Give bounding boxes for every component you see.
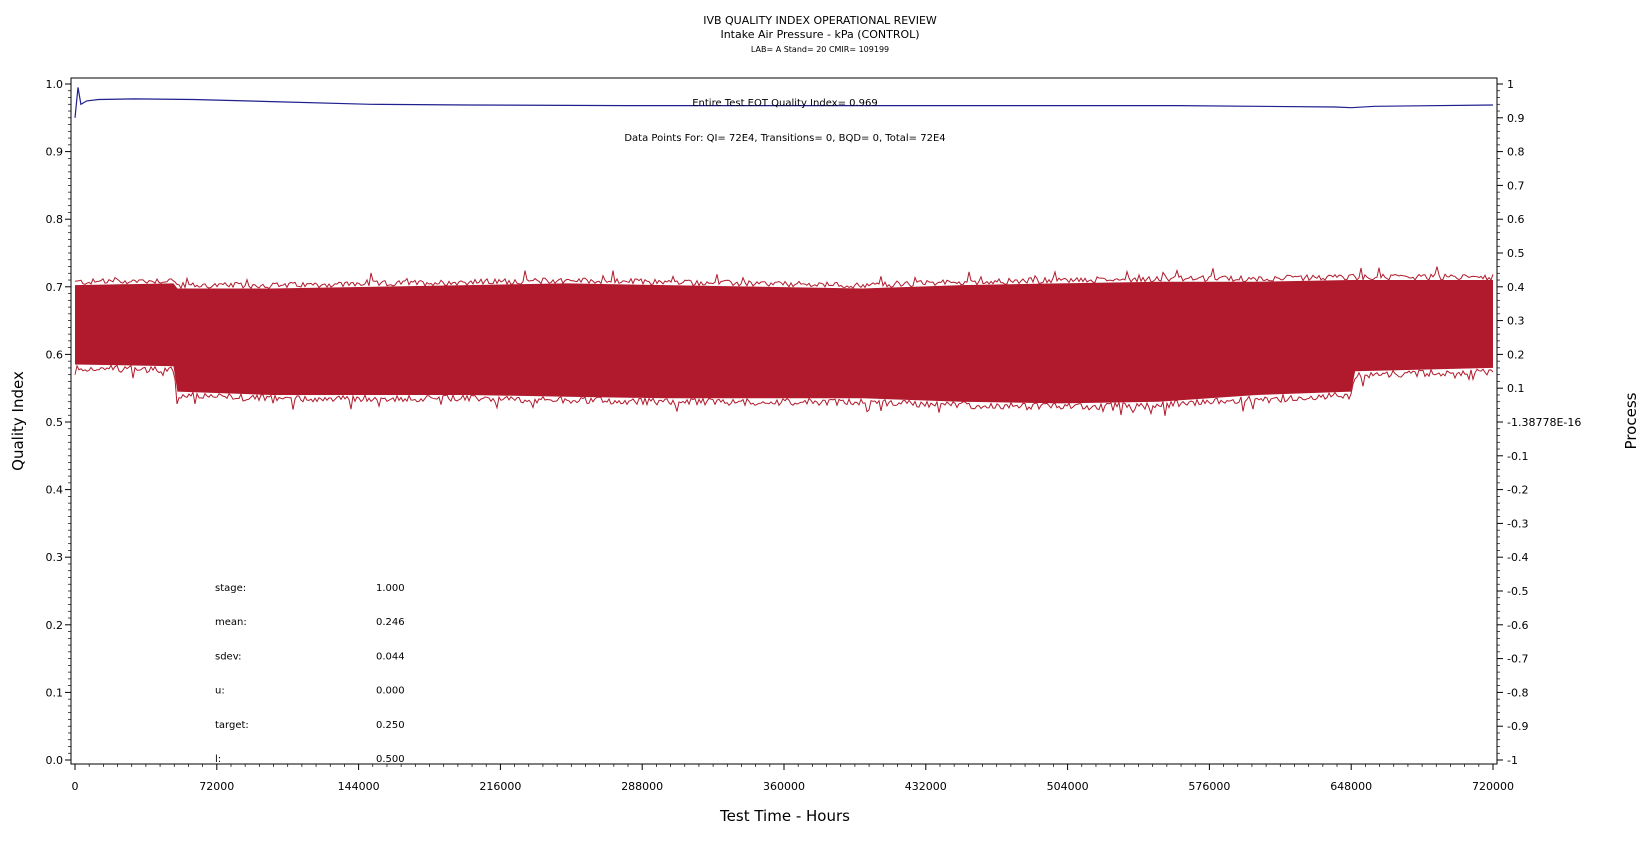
y2-tick-label: 0.4 xyxy=(1507,281,1525,294)
y2-tick-label: -0.2 xyxy=(1507,484,1528,497)
y2-tick-label: -0.7 xyxy=(1507,653,1528,666)
y2-tick-label: 1 xyxy=(1507,78,1514,91)
plot-area xyxy=(74,87,1494,416)
stat-label: u: xyxy=(215,686,225,697)
y2-tick-label: 0.6 xyxy=(1507,213,1525,226)
stat-label: mean: xyxy=(215,617,247,628)
y2-tick-label: 0.3 xyxy=(1507,315,1525,328)
x-tick-label: 360000 xyxy=(763,780,805,793)
x-tick-label: 720000 xyxy=(1472,780,1514,793)
x-tick-label: 216000 xyxy=(479,780,521,793)
chart-title: IVB QUALITY INDEX OPERATIONAL REVIEW xyxy=(703,14,937,27)
y2-tick-label: 0.5 xyxy=(1507,247,1525,260)
y2-tick-label: -1.38778E-16 xyxy=(1507,416,1581,429)
process-band xyxy=(75,280,1493,404)
plot-frame xyxy=(70,77,1498,765)
y-tick-label: 0.6 xyxy=(46,348,64,361)
stat-value: 0.000 xyxy=(376,686,405,697)
x-tick-label: 0 xyxy=(72,780,79,793)
x-axis-label: Test Time - Hours xyxy=(719,807,850,825)
y2-tick-label: -0.5 xyxy=(1507,585,1528,598)
y2-tick-label: 0.2 xyxy=(1507,348,1525,361)
y2-tick-label: -0.1 xyxy=(1507,450,1528,463)
left-axis: 0.0 0.1 0.2 0.3 0.4 0.5 0.6 0.7 0.8 0.9 1.0 xyxy=(46,78,71,767)
y2-tick-label: -0.3 xyxy=(1507,517,1528,530)
y2-tick-label: 0.9 xyxy=(1507,112,1525,125)
y-tick-label: 0.8 xyxy=(46,213,64,226)
stat-value: 0.246 xyxy=(376,617,405,628)
process-lower-edge xyxy=(74,364,1494,416)
y-tick-label: 0.1 xyxy=(46,686,64,699)
x-tick-label: 648000 xyxy=(1330,780,1372,793)
y2-tick-label: -0.8 xyxy=(1507,686,1528,699)
stat-label: stage: xyxy=(215,583,246,594)
process-upper-edge xyxy=(74,266,1494,290)
y-tick-label: 0.9 xyxy=(46,146,64,159)
y2-tick-label: 0.7 xyxy=(1507,179,1525,192)
y-tick-label: 0.7 xyxy=(46,281,64,294)
y2-tick-label: 0.1 xyxy=(1507,382,1525,395)
right-axis: -1 -0.9 -0.8 -0.7 -0.6 -0.5 -0.4 -0.3 -0.2 -0.1 -1… xyxy=(1497,78,1581,767)
y2-tick-label: 0.8 xyxy=(1507,146,1525,159)
data-points-annotation: Data Points For: QI= 72E4, Transitions= … xyxy=(624,133,945,144)
stat-value: 0.044 xyxy=(376,651,405,662)
y-tick-label: 0.5 xyxy=(46,416,64,429)
y2-tick-label: -1 xyxy=(1507,754,1518,767)
stat-label: l: xyxy=(215,754,221,765)
chart-subtitle: Intake Air Pressure - kPa (CONTROL) xyxy=(720,28,919,41)
x-tick-label: 576000 xyxy=(1188,780,1230,793)
y2-axis-label: Process xyxy=(1622,392,1640,449)
chart-info: LAB= A Stand= 20 CMIR= 109199 xyxy=(751,45,889,54)
eot-annotation: Entire Test EOT Quality Index= 0.969 xyxy=(692,98,878,109)
x-tick-label: 432000 xyxy=(905,780,947,793)
y-tick-label: 0.4 xyxy=(46,484,64,497)
stat-value: 1.000 xyxy=(376,583,405,594)
quality-index-line xyxy=(74,87,1494,118)
y-tick-label: 1.0 xyxy=(46,78,64,91)
stats-block: stage: 1.000 mean: 0.246 sdev: 0.044 u: 0.000 ta… xyxy=(215,583,405,765)
y-tick-label: 0.3 xyxy=(46,551,64,564)
y-tick-label: 0.0 xyxy=(46,754,64,767)
y2-tick-label: -0.9 xyxy=(1507,720,1528,733)
x-tick-label: 72000 xyxy=(199,780,234,793)
stat-label: target: xyxy=(215,720,249,731)
x-tick-label: 288000 xyxy=(621,780,663,793)
y-axis-label: Quality Index xyxy=(9,371,27,471)
y-tick-label: 0.2 xyxy=(46,619,64,632)
y2-tick-label: -0.4 xyxy=(1507,551,1528,564)
y2-tick-label: -0.6 xyxy=(1507,619,1528,632)
stat-value: 0.250 xyxy=(376,720,405,731)
x-tick-label: 144000 xyxy=(338,780,380,793)
stat-label: sdev: xyxy=(215,651,241,662)
stat-value: 0.500 xyxy=(376,754,405,765)
x-tick-label: 504000 xyxy=(1047,780,1089,793)
bottom-axis: 0 72000 144000 216000 288000 360000 432000 5040… xyxy=(72,764,1514,793)
